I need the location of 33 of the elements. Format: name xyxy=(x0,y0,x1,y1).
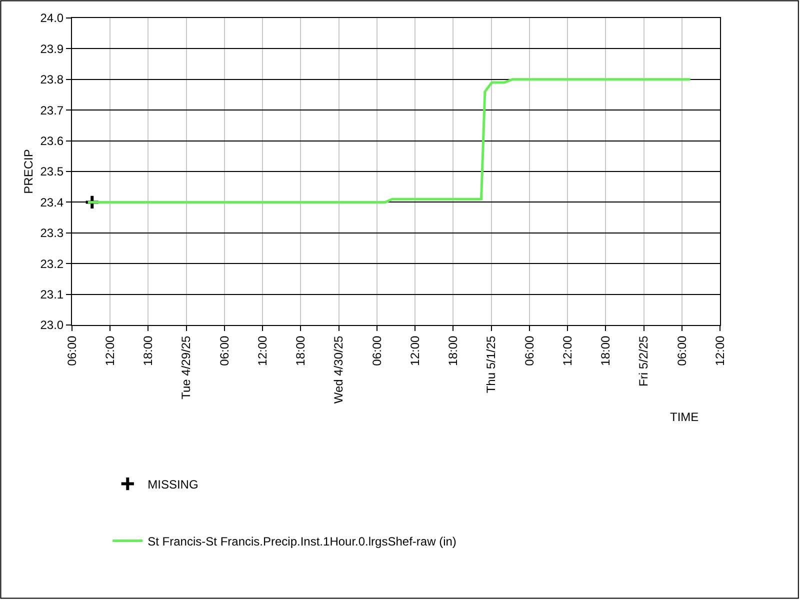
legend-label: MISSING xyxy=(148,477,198,492)
y-tick-label: 23.1 xyxy=(40,288,64,302)
x-tick-label: 12:00 xyxy=(712,335,727,366)
x-tick-label: 12:00 xyxy=(560,335,574,366)
y-tick-label: 23.2 xyxy=(40,256,64,271)
x-tick-label: 18:00 xyxy=(598,335,613,366)
y-tick-label: 24.0 xyxy=(40,11,64,26)
x-tick-label: 12:00 xyxy=(255,335,270,366)
x-tick-label: 18:00 xyxy=(141,335,156,366)
y-tick-label: 23.9 xyxy=(40,42,64,56)
x-axis-title: TIME xyxy=(670,410,699,424)
y-axis-title: PRECIP xyxy=(22,149,36,194)
x-tick-label: 06:00 xyxy=(674,335,689,366)
x-tick-label: 06:00 xyxy=(217,335,232,366)
x-tick-label: 18:00 xyxy=(294,335,308,366)
x-tick-label: Thu 5/1/25 xyxy=(484,335,498,394)
x-tick-label: 18:00 xyxy=(446,335,460,366)
x-tick-label: 12:00 xyxy=(408,335,422,366)
x-tick-label: 06:00 xyxy=(522,335,536,366)
y-tick-label: 23.5 xyxy=(40,164,64,179)
legend-label: St Francis-St Francis.Precip.Inst.1Hour.0.lrgsShef-raw (in) xyxy=(148,534,456,548)
y-tick-label: 23.3 xyxy=(40,226,64,240)
x-tick-label: 12:00 xyxy=(103,335,118,366)
x-tick-label: 06:00 xyxy=(64,335,79,366)
x-tick-label: Tue 4/29/25 xyxy=(179,335,194,400)
y-tick-label: 23.8 xyxy=(40,72,64,87)
x-tick-label: Fri 5/2/25 xyxy=(636,335,651,387)
y-tick-label: 23.7 xyxy=(40,103,64,118)
y-tick-label: 23.4 xyxy=(40,195,64,210)
x-tick-label: 06:00 xyxy=(370,335,384,366)
y-tick-label: 23.6 xyxy=(40,134,64,148)
x-tick-label: Wed 4/30/25 xyxy=(332,335,346,404)
y-tick-label: 23.0 xyxy=(40,318,64,332)
